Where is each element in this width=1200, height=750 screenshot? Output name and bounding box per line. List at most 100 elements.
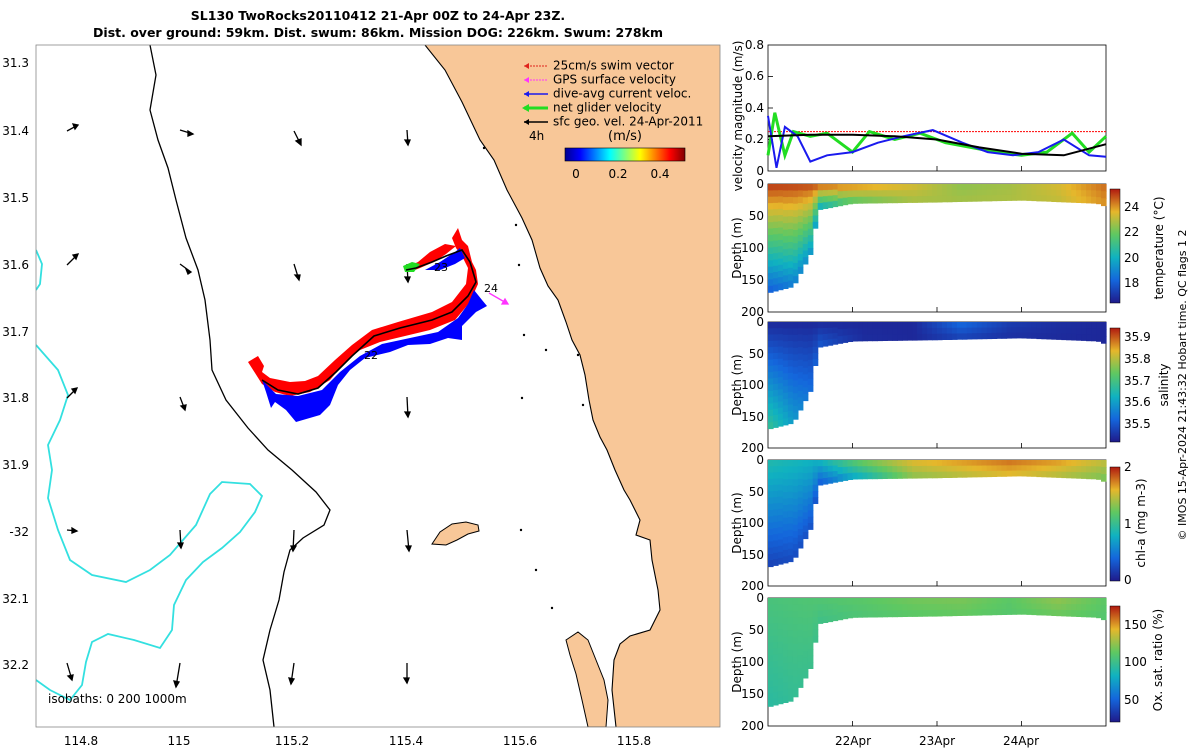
section-cell [792, 630, 799, 639]
section-cell [842, 190, 849, 199]
section-cell [966, 471, 973, 478]
section-cell [942, 609, 948, 617]
section-cell [773, 503, 779, 511]
cbar-tick: 35.7 [1124, 374, 1151, 388]
section-cell [768, 687, 774, 695]
section-cell [1081, 190, 1087, 197]
section-cell [837, 322, 844, 330]
section-cell [1061, 460, 1067, 467]
section-cell [777, 466, 784, 473]
section-cell [1076, 196, 1082, 203]
section-cell [1091, 322, 1097, 329]
section-cell [956, 598, 963, 605]
section-cell [802, 532, 809, 540]
current-vector-tail [425, 248, 465, 270]
section-cell [812, 610, 819, 618]
section-cell [912, 604, 918, 611]
section-cell [877, 610, 883, 618]
section-cell [842, 197, 849, 206]
section-cell [857, 184, 864, 191]
section-cell [882, 328, 888, 335]
section-cell [822, 610, 829, 617]
chlorophyll-depth-ticks: 0 50 100 150 200 [741, 453, 764, 593]
section-cell [797, 649, 804, 656]
section-cell [822, 202, 829, 209]
velocity-lines [766, 112, 1108, 169]
section-cell [1096, 197, 1102, 205]
section-cell [912, 466, 918, 473]
section-cell [812, 215, 819, 223]
section-cell [773, 390, 779, 397]
section-cell [802, 328, 809, 336]
section-cell [1076, 472, 1082, 479]
section-cell [986, 195, 993, 202]
section-cell [1056, 322, 1062, 329]
section-cell [1021, 470, 1028, 477]
section-cell [812, 184, 819, 191]
isobath-1000m-north [36, 249, 43, 291]
section-cell [837, 598, 844, 606]
lon-tick-label: 114.8 [64, 734, 98, 748]
section-cell [956, 327, 963, 334]
section-cell [1066, 471, 1072, 479]
section-cell [897, 466, 903, 473]
cbar-tick: 150 [1124, 618, 1147, 632]
section-cell [787, 604, 794, 612]
section-cell [768, 629, 774, 637]
section-cell [792, 617, 799, 625]
section-cell [877, 328, 883, 335]
section-cell [1061, 195, 1067, 203]
section-cell [812, 604, 819, 612]
section-cell [768, 541, 774, 549]
section-cell [817, 334, 824, 342]
section-cell [912, 334, 918, 341]
section-cell [797, 460, 804, 467]
section-cell [807, 184, 814, 191]
section-cell [817, 340, 824, 348]
section-cell [1046, 195, 1052, 202]
section-cell [1086, 184, 1092, 191]
section-cell [768, 668, 774, 675]
section-cell [912, 598, 918, 605]
section-cell [887, 184, 893, 191]
section-cell [773, 521, 779, 529]
section-cell [768, 215, 774, 223]
section-cell [797, 668, 804, 676]
section-cell [807, 460, 814, 467]
section-cell [1086, 334, 1092, 342]
section-cell [792, 604, 799, 612]
section-cell [917, 196, 923, 203]
section-cell [1046, 598, 1052, 605]
legend-label: dive-avg current veloc. [553, 87, 691, 101]
section-cell [802, 380, 809, 388]
section-cell [792, 262, 799, 271]
section-cell [787, 479, 794, 486]
section-cell [922, 598, 928, 605]
section-cell [1056, 465, 1062, 473]
section-cell [827, 465, 834, 473]
section-cell [792, 216, 799, 225]
section-cell [812, 466, 819, 473]
section-cell [773, 509, 779, 517]
section-cell [1046, 333, 1052, 340]
section-cell [847, 197, 854, 205]
section-cell [986, 189, 993, 196]
section-cell [807, 222, 814, 230]
section-cell [787, 353, 794, 361]
section-cell [792, 243, 799, 251]
temperature-colorbar-ticks: 18 20 22 24 [1124, 200, 1139, 290]
section-cell [862, 334, 868, 342]
section-cell [817, 472, 824, 480]
section-cell [852, 196, 859, 204]
section-cell [1041, 471, 1047, 478]
section-cell [768, 680, 774, 688]
section-cell [882, 598, 888, 605]
section-cell [768, 322, 774, 329]
section-cell [777, 196, 784, 204]
section-cell [782, 485, 789, 493]
section-cell [976, 471, 983, 478]
section-cell [1001, 332, 1008, 339]
section-cell [981, 465, 988, 472]
section-cell [792, 203, 799, 211]
section-cell [797, 397, 804, 405]
